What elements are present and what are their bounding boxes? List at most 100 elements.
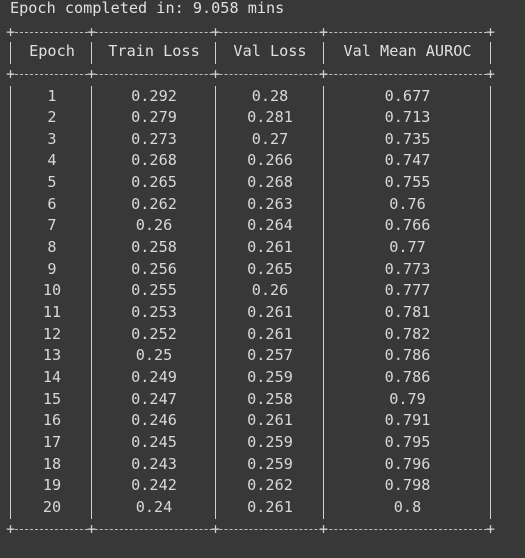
- cell-val-auroc: 0.76: [389, 194, 426, 213]
- cell-epoch: 9: [47, 259, 57, 278]
- cell-train-loss: 0.245: [131, 432, 177, 451]
- table-border-right: [490, 42, 491, 64]
- cell-train-loss: 0.255: [131, 281, 177, 300]
- cell-val-auroc: 0.8: [393, 497, 422, 516]
- cell-val-loss: 0.265: [247, 259, 293, 278]
- cell-val-auroc: 0.795: [384, 432, 431, 451]
- table-top-border: + + + + +: [6, 23, 496, 41]
- column-divider: [323, 86, 324, 519]
- cell-val-loss: 0.261: [247, 324, 293, 343]
- cell-val-auroc: 0.79: [389, 389, 426, 408]
- column-divider: [91, 86, 92, 519]
- epoch-status-text: Epoch completed in: 9.058 mins: [10, 0, 285, 17]
- cell-val-auroc: 0.782: [384, 324, 431, 343]
- cell-val-loss: 0.26: [251, 281, 289, 300]
- cell-val-auroc: 0.766: [384, 216, 431, 235]
- table-bottom-border: + + + + +: [6, 520, 496, 538]
- cell-val-auroc: 0.798: [384, 476, 431, 495]
- cell-train-loss: 0.246: [131, 411, 177, 430]
- cell-val-auroc: 0.713: [384, 108, 431, 127]
- column-header-val-loss: Val Loss: [233, 42, 307, 60]
- cell-val-auroc: 0.791: [384, 411, 431, 430]
- cell-val-loss: 0.264: [247, 216, 293, 235]
- cell-epoch: 5: [47, 173, 57, 192]
- cell-val-auroc: 0.735: [384, 129, 431, 148]
- cell-train-loss: 0.258: [131, 238, 177, 257]
- cell-train-loss: 0.247: [131, 389, 177, 408]
- cell-epoch: 16: [42, 411, 62, 430]
- table-border-left: [10, 42, 11, 64]
- cell-epoch: 7: [47, 216, 57, 235]
- cell-val-loss: 0.263: [247, 194, 293, 213]
- cell-epoch: 20: [42, 497, 62, 516]
- cell-train-loss: 0.24: [135, 497, 173, 516]
- cell-epoch: 4: [47, 151, 57, 170]
- results-table: + + + + + + + + + + + + + + +: [6, 22, 496, 538]
- cell-val-auroc: 0.677: [384, 86, 431, 105]
- cell-val-loss: 0.257: [247, 346, 293, 365]
- cell-train-loss: 0.243: [131, 454, 177, 473]
- cell-train-loss: 0.268: [131, 151, 177, 170]
- cell-val-auroc: 0.781: [384, 303, 431, 321]
- cell-epoch: 13: [42, 346, 62, 365]
- cell-val-loss: 0.258: [247, 389, 293, 408]
- cell-epoch: 11: [42, 303, 62, 321]
- column-header-train-loss: Train Loss: [108, 42, 200, 60]
- cell-train-loss: 0.242: [131, 476, 177, 495]
- column-divider: [323, 42, 324, 64]
- cell-train-loss: 0.273: [131, 129, 177, 148]
- table-border-left: [10, 86, 11, 519]
- column-divider: [91, 42, 92, 64]
- cell-val-auroc: 0.77: [389, 238, 426, 257]
- cell-val-loss: 0.259: [247, 454, 293, 473]
- table-border-right: [490, 86, 491, 519]
- column-header-val-auroc: Val Mean AUROC: [343, 42, 472, 60]
- cell-train-loss: 0.262: [131, 194, 177, 213]
- cell-train-loss: 0.253: [131, 303, 177, 321]
- cell-epoch: 2: [47, 108, 57, 127]
- cell-val-auroc: 0.773: [384, 259, 431, 278]
- cell-epoch: 17: [42, 432, 62, 451]
- cell-epoch: 15: [42, 389, 62, 408]
- cell-val-auroc: 0.747: [384, 151, 431, 170]
- cell-val-loss: 0.262: [247, 476, 293, 495]
- cell-val-loss: 0.281: [247, 108, 293, 127]
- cell-epoch: 6: [47, 194, 57, 213]
- cell-train-loss: 0.252: [131, 324, 177, 343]
- cell-val-loss: 0.266: [247, 151, 293, 170]
- cell-train-loss: 0.25: [135, 346, 173, 365]
- cell-epoch: 10: [42, 281, 62, 300]
- cell-epoch: 18: [42, 454, 62, 473]
- cell-val-loss: 0.261: [247, 497, 293, 516]
- cell-val-loss: 0.259: [247, 367, 293, 386]
- cell-val-auroc: 0.755: [384, 173, 431, 192]
- column-divider: [215, 42, 216, 64]
- cell-val-loss: 0.261: [247, 238, 293, 257]
- cell-val-auroc: 0.786: [384, 367, 431, 386]
- table-header-border: + + + + +: [6, 65, 496, 83]
- cell-epoch: 19: [42, 476, 62, 495]
- column-divider: [215, 86, 216, 519]
- cell-epoch: 1: [47, 86, 57, 105]
- cell-val-auroc: 0.796: [384, 454, 431, 473]
- cell-train-loss: 0.256: [131, 259, 177, 278]
- cell-val-loss: 0.261: [247, 303, 293, 321]
- cell-epoch: 8: [47, 238, 57, 257]
- cell-train-loss: 0.292: [131, 86, 177, 105]
- cell-train-loss: 0.265: [131, 173, 177, 192]
- cell-val-auroc: 0.786: [384, 346, 431, 365]
- cell-epoch: 12: [42, 324, 62, 343]
- cell-val-loss: 0.261: [247, 411, 293, 430]
- cell-val-auroc: 0.777: [384, 281, 431, 300]
- column-header-epoch: Epoch: [29, 42, 75, 60]
- cell-val-loss: 0.259: [247, 432, 293, 451]
- cell-train-loss: 0.279: [131, 108, 177, 127]
- cell-val-loss: 0.268: [247, 173, 293, 192]
- cell-val-loss: 0.28: [251, 86, 289, 105]
- cell-train-loss: 0.249: [131, 367, 177, 386]
- cell-train-loss: 0.26: [135, 216, 173, 235]
- cell-val-loss: 0.27: [251, 129, 289, 148]
- cell-epoch: 14: [42, 367, 62, 386]
- cell-epoch: 3: [47, 129, 57, 148]
